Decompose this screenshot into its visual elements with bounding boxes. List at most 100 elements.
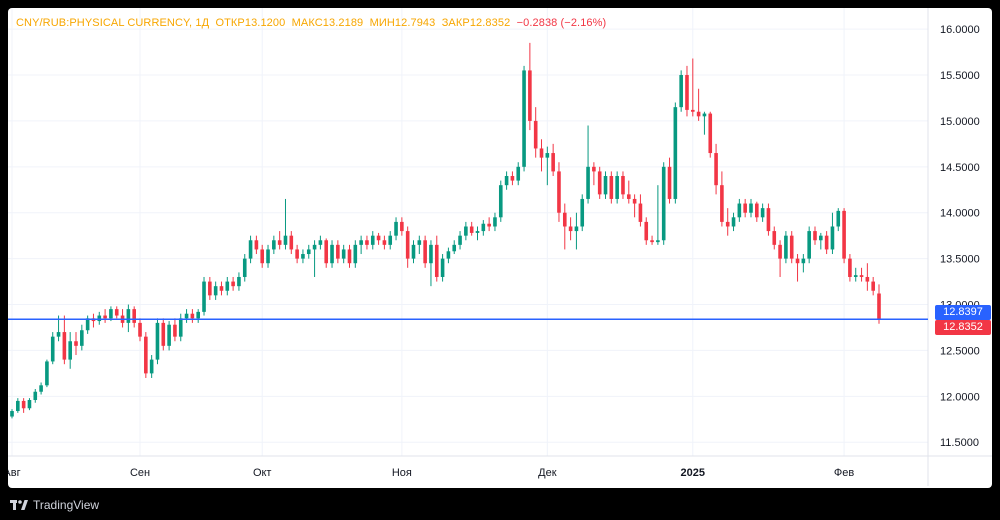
candle-body — [56, 332, 61, 337]
candle-body — [720, 185, 724, 222]
candle-body — [865, 276, 870, 282]
candle-body — [144, 336, 148, 374]
candle-body — [231, 281, 235, 287]
candle-body — [574, 226, 579, 232]
candle-body — [27, 400, 32, 409]
candle-body — [819, 235, 823, 241]
candle-body — [621, 176, 625, 195]
candle-body — [242, 258, 247, 277]
candle-body — [533, 120, 538, 149]
candle-body — [45, 361, 49, 386]
candle-body — [266, 249, 270, 264]
candle-body — [400, 221, 404, 232]
candle-body — [225, 281, 230, 291]
candle-body — [609, 176, 614, 199]
candle-body — [830, 226, 835, 250]
candle-body — [656, 240, 660, 243]
candle-body — [464, 226, 468, 236]
candle-body — [778, 244, 782, 259]
candle-body — [481, 223, 486, 232]
x-tick-label: Окт — [253, 467, 272, 479]
candle-body — [679, 75, 683, 108]
candle-body — [638, 203, 643, 222]
candle-body — [260, 249, 265, 264]
candle-body — [190, 313, 195, 319]
candle-body — [237, 276, 241, 287]
candle-body — [272, 240, 276, 250]
candle-body — [254, 240, 259, 250]
candle-body — [755, 203, 759, 218]
candle-body — [417, 240, 422, 245]
candle-body — [760, 208, 765, 218]
candle-body — [10, 411, 14, 417]
candle-body — [615, 176, 619, 199]
candle-body — [795, 258, 800, 264]
candle-body — [685, 75, 689, 110]
candle-body — [213, 286, 218, 296]
candle-body — [62, 332, 67, 360]
candle-body — [469, 226, 474, 233]
legend-symbol: CNY/RUB:PHYSICAL CURRENCY — [16, 17, 190, 29]
candle-body — [196, 311, 201, 319]
candle-body — [737, 203, 742, 218]
candle-body — [592, 166, 596, 172]
legend-close-label: ЗАКР — [441, 17, 470, 29]
candle-body — [382, 240, 387, 245]
candle-body — [318, 240, 323, 245]
tradingview-logo-icon — [10, 500, 28, 510]
candle-body — [813, 231, 817, 241]
candle-body — [219, 286, 224, 291]
candle-body — [248, 240, 253, 259]
candle-body — [388, 235, 393, 245]
candle-body — [690, 109, 695, 112]
candle-body — [562, 212, 567, 227]
candle-body — [644, 221, 649, 241]
brand-name: TradingView — [33, 498, 100, 512]
candle-body — [405, 231, 410, 259]
candle-body — [178, 318, 183, 337]
candle-body — [21, 400, 26, 409]
candle-body — [341, 249, 346, 259]
candle-body — [452, 244, 457, 252]
candle-body — [33, 391, 38, 400]
candle-body — [161, 322, 166, 346]
candle-body — [458, 235, 462, 245]
legend-close-value: 12.8352 — [469, 17, 511, 29]
candle-body — [312, 244, 317, 250]
candle-body — [434, 244, 439, 277]
candle-body — [306, 249, 311, 255]
symbol-legend: CNY/RUB:PHYSICAL CURRENCY, 1Д ОТКР13.120… — [16, 17, 607, 29]
candle-body — [50, 336, 55, 362]
candle-body — [650, 240, 654, 243]
candle-body — [103, 315, 107, 319]
candle-body — [842, 210, 846, 259]
candle-body — [807, 231, 811, 259]
legend-interval: 1Д — [195, 17, 210, 29]
candle-body — [353, 244, 358, 264]
candle-body — [673, 107, 678, 199]
legend-change: −0.2838 (−2.16%) — [516, 17, 607, 29]
candle-body — [423, 240, 427, 264]
candle-body — [528, 70, 532, 121]
candle-body — [696, 111, 701, 117]
candle-body — [475, 231, 480, 233]
candle-body — [487, 223, 491, 227]
candlestick-chart[interactable]: 16.0000 15.5000 15.0000 14.5000 14.0000 13.50… — [8, 8, 992, 488]
candle-body — [766, 208, 771, 232]
candle-body — [824, 235, 829, 250]
candle-body — [789, 235, 794, 259]
chart-panel[interactable]: 16.0000 15.5000 15.0000 14.5000 14.0000 13.50… — [8, 8, 992, 488]
footer-branding[interactable]: TradingView — [10, 496, 99, 514]
x-tick-label: Сен — [130, 467, 150, 479]
y-tick-label: 16.0000 — [940, 24, 980, 36]
candle-body — [80, 330, 84, 346]
candle-body — [848, 258, 852, 277]
candle-body — [493, 217, 497, 227]
candle-body — [551, 153, 555, 172]
candle-body — [836, 210, 841, 227]
candle-body — [295, 249, 299, 259]
candle-body — [74, 341, 78, 346]
candle-body — [347, 249, 352, 264]
candle-body — [772, 231, 777, 245]
